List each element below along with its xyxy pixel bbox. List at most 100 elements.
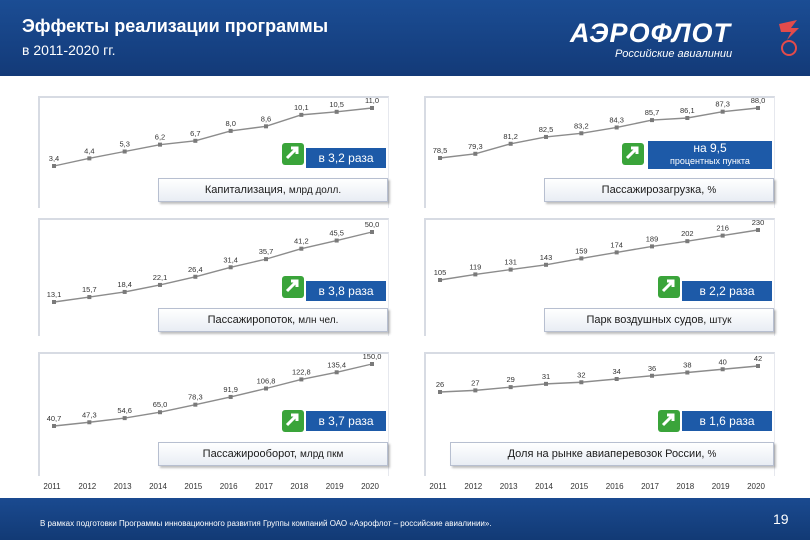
data-point <box>193 274 198 279</box>
year-tick-label: 2016 <box>219 482 238 491</box>
chart-caption-load-factor: Пассажирозагрузка, % <box>544 178 774 202</box>
growth-factor-load-factor: на 9,5 процентных пункта <box>648 141 772 169</box>
data-label: 131 <box>504 258 517 267</box>
data-label: 10,1 <box>294 103 309 112</box>
data-label: 81,2 <box>503 132 518 141</box>
page-title: Эффекты реализации программы <box>22 16 329 36</box>
year-tick-label: 2020 <box>747 482 765 491</box>
series-line <box>439 107 759 159</box>
data-label: 122,8 <box>292 367 311 376</box>
year-tick-label: 2020 <box>361 482 379 491</box>
chart-load-factor: 78,5 79,3 81,2 82,5 83,2 84,3 85,7 86,1 87,3 88,0 <box>433 98 766 160</box>
data-point <box>87 420 92 425</box>
data-label: 159 <box>575 246 588 255</box>
data-point <box>614 250 619 255</box>
data-label: 3,4 <box>49 154 59 163</box>
data-label: 41,2 <box>294 237 309 246</box>
data-label: 105 <box>434 268 447 277</box>
data-label: 31,4 <box>223 255 238 264</box>
data-point <box>544 134 548 139</box>
chart-fleet: 105 119 131 143 159 174 189 202 216 230 <box>434 220 764 282</box>
data-label: 8,6 <box>261 114 271 123</box>
year-tick-label: 2018 <box>290 482 309 491</box>
data-point <box>334 109 339 114</box>
data-label: 87,3 <box>715 100 730 109</box>
footer-note: В рамках подготовки Программы инновацион… <box>40 519 492 528</box>
data-label: 65,0 <box>153 400 168 409</box>
chart-panel-capitalization: 3,4 4,4 5,3 6,2 6,7 8,0 8,6 10,1 10,5 11,0 Капита… <box>38 96 389 208</box>
data-point <box>438 156 442 160</box>
data-label: 78,3 <box>188 393 203 402</box>
data-point <box>579 380 584 385</box>
chart-passenger-turnover: 40,7 47,3 54,6 65,0 78,3 91,9 106,8 122,8 135,4 1… <box>47 354 382 428</box>
data-point <box>614 125 619 130</box>
data-label: 86,1 <box>680 106 695 115</box>
data-label: 88,0 <box>751 98 766 105</box>
data-label: 22,1 <box>153 273 168 282</box>
data-label: 4,4 <box>84 146 94 155</box>
caption-unit: % <box>707 185 717 196</box>
series-line <box>53 363 373 427</box>
logo-text: АЭРОФЛОТ <box>570 18 732 48</box>
data-point <box>650 373 654 378</box>
chart-panel-fleet: 105 119 131 143 159 174 189 202 216 230 Парк возд… <box>424 218 775 336</box>
up-arrow-icon <box>622 143 644 165</box>
header-bar: Эффекты реализации программы в 2011-2020… <box>0 0 810 76</box>
data-point <box>720 109 725 114</box>
chart-panel-passenger-traffic: 13,1 15,7 18,4 22,1 26,4 31,4 35,7 41,2 45,5 50,0… <box>38 218 389 336</box>
data-label: 29 <box>506 375 514 384</box>
data-point <box>370 362 374 366</box>
chart-panel-market-share: 26 27 29 31 32 34 36 38 40 42 Доля на рынке авиап… <box>424 352 775 476</box>
up-arrow-icon <box>658 276 680 298</box>
year-tick-label: 2013 <box>499 482 518 491</box>
chart-capitalization: 3,4 4,4 5,3 6,2 6,7 8,0 8,6 10,1 10,5 11,0 <box>49 98 379 168</box>
data-label: 78,5 <box>433 146 448 155</box>
data-point <box>544 381 548 386</box>
data-point <box>650 118 654 123</box>
data-label: 6,7 <box>190 129 200 138</box>
year-tick-label: 2017 <box>255 482 273 491</box>
data-point <box>370 106 374 110</box>
data-point <box>158 142 162 147</box>
data-point <box>370 230 374 234</box>
data-point <box>158 410 162 415</box>
data-label: 26 <box>436 380 444 389</box>
data-point <box>544 262 548 267</box>
series-line <box>53 107 373 167</box>
data-label: 32 <box>577 370 585 379</box>
data-point <box>685 116 690 120</box>
up-arrow-icon <box>282 410 304 432</box>
data-point <box>228 265 233 270</box>
data-point <box>299 377 304 382</box>
data-point <box>508 385 513 390</box>
growth-factor-passenger-turnover: в 3,7 раза <box>306 411 386 431</box>
caption-unit: млрд долл. <box>288 185 342 196</box>
data-label: 18,4 <box>117 280 132 289</box>
data-point <box>508 267 513 272</box>
series-line <box>439 229 759 281</box>
chart-caption-fleet: Парк воздушных судов, штук <box>544 308 774 332</box>
data-label: 82,5 <box>539 125 554 134</box>
footer-bar: В рамках подготовки Программы инновацион… <box>0 498 810 540</box>
data-label: 50,0 <box>365 220 380 229</box>
chart-market-share: 26 27 29 31 32 34 36 38 40 42 <box>436 354 762 394</box>
data-point <box>122 149 127 154</box>
data-label: 150,0 <box>363 354 382 361</box>
data-point <box>264 124 268 129</box>
data-point <box>650 244 654 249</box>
data-point <box>473 151 478 156</box>
up-arrow-icon <box>282 276 304 298</box>
caption-title: Доля на рынке авиаперевозок России <box>507 448 702 460</box>
data-label: 202 <box>681 229 694 238</box>
caption-unit: % <box>707 449 717 460</box>
chart-caption-market-share: Доля на рынке авиаперевозок России, % <box>450 442 774 466</box>
caption-title: Парк воздушных судов <box>586 314 704 326</box>
data-point <box>614 377 619 381</box>
data-point <box>579 131 584 136</box>
chart-panel-load-factor: 78,5 79,3 81,2 82,5 83,2 84,3 85,7 86,1 87,3 88,0… <box>424 96 775 208</box>
data-point <box>264 386 268 391</box>
page-subtitle: в 2011-2020 гг. <box>22 42 116 58</box>
chart-passenger-traffic: 13,1 15,7 18,4 22,1 26,4 31,4 35,7 41,2 45,5 50,0 <box>47 220 380 304</box>
data-point <box>334 370 339 375</box>
data-label: 84,3 <box>609 115 624 124</box>
